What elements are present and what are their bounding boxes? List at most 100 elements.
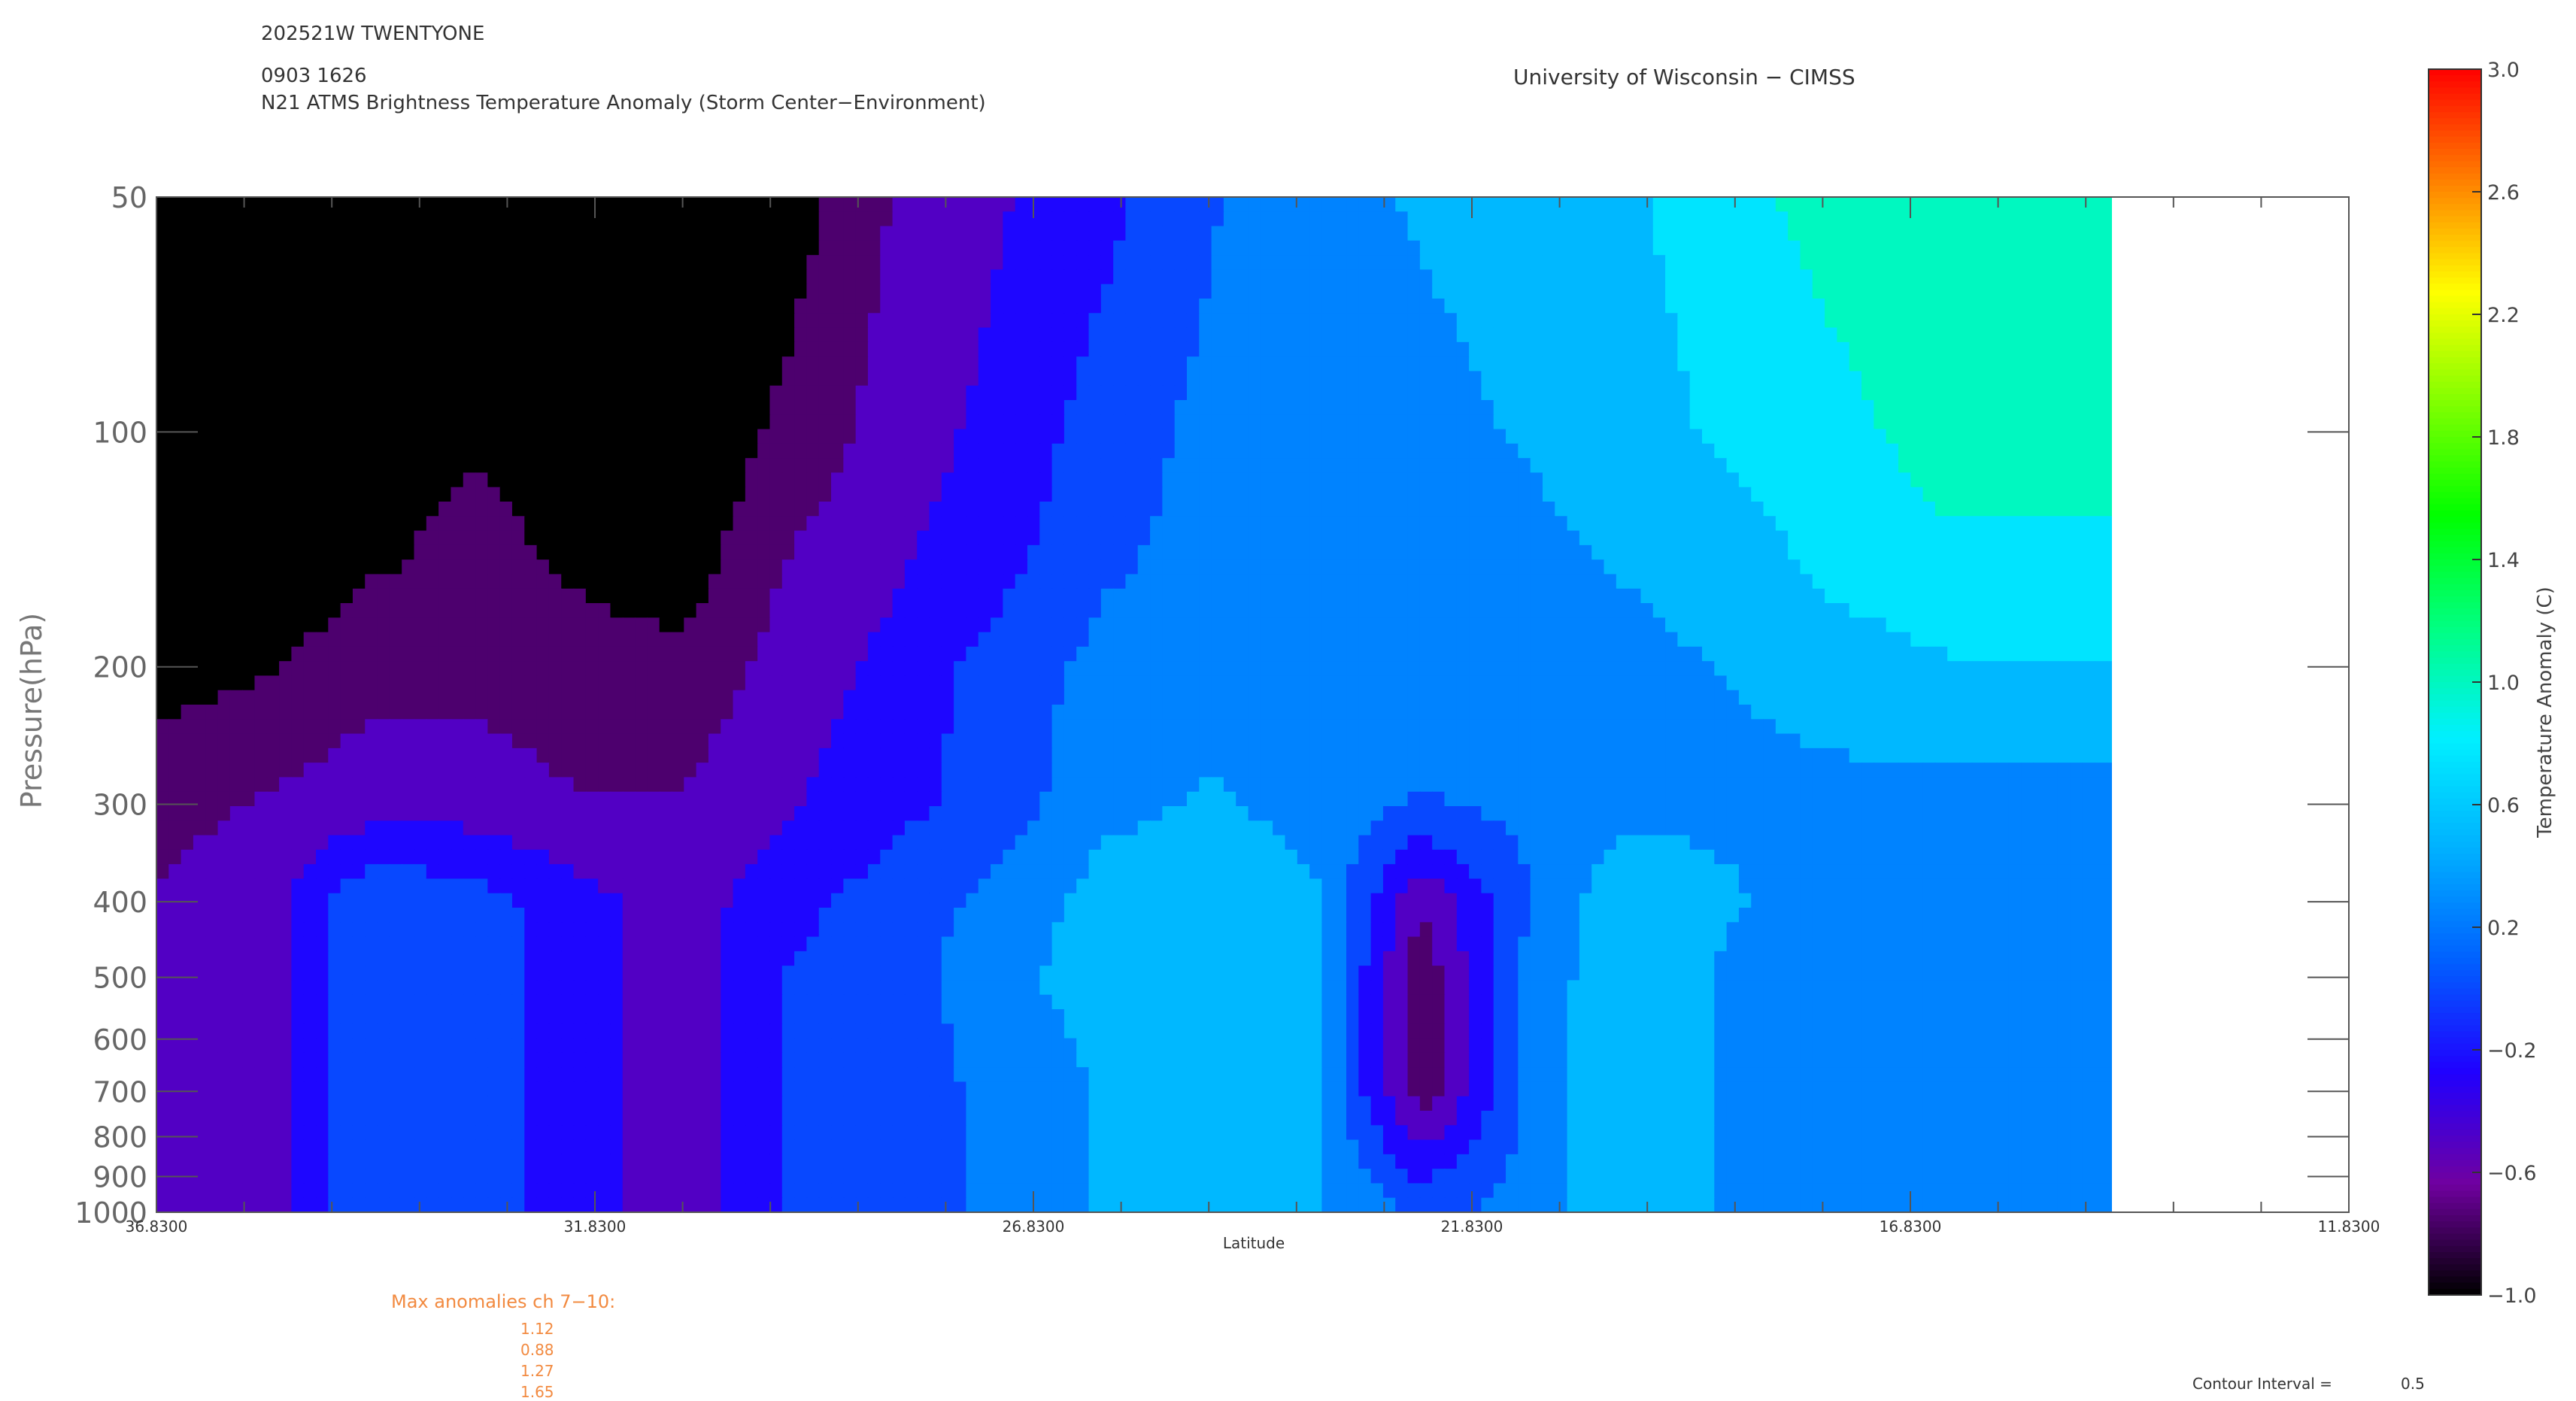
heatmap-cell <box>635 516 648 532</box>
heatmap-cell <box>2033 617 2047 633</box>
heatmap-cell <box>1934 574 1948 590</box>
heatmap-cell <box>1469 617 1482 633</box>
heatmap-cell <box>966 226 979 241</box>
heatmap-cell <box>904 414 918 430</box>
heatmap-cell <box>1812 211 1825 227</box>
heatmap-cell <box>475 574 489 590</box>
heatmap-cell <box>181 487 194 502</box>
heatmap-cell <box>2107 617 2112 633</box>
heatmap-cell <box>635 458 648 474</box>
heatmap-cell <box>463 371 476 387</box>
heatmap-cell <box>733 617 746 633</box>
heatmap-cell <box>1701 313 1716 329</box>
heatmap-cell <box>1199 574 1212 590</box>
heatmap-cell <box>1346 516 1360 532</box>
heatmap-cell <box>1579 327 1592 343</box>
heatmap-cell <box>917 255 930 271</box>
heatmap-cell <box>1591 544 1605 560</box>
heatmap-cell <box>438 646 452 662</box>
heatmap-cell <box>1518 574 1531 590</box>
heatmap-cell <box>1788 313 1801 329</box>
heatmap-cell <box>1812 632 1825 647</box>
heatmap-cell <box>941 284 954 299</box>
heatmap-cell <box>1714 443 1728 459</box>
heatmap-cell <box>156 327 170 343</box>
heatmap-cell <box>1874 299 1887 314</box>
heatmap-cell <box>451 502 464 517</box>
heatmap-cell <box>414 502 427 517</box>
heatmap-cell <box>217 502 231 517</box>
heatmap-cell <box>954 559 967 575</box>
heatmap-cell <box>991 356 1004 372</box>
heatmap-cell <box>1934 299 1948 314</box>
heatmap-cell <box>156 632 170 647</box>
heatmap-cell <box>1996 559 2010 575</box>
heatmap-cell <box>193 617 207 633</box>
heatmap-cell <box>1910 400 1924 416</box>
heatmap-cell <box>659 400 672 416</box>
heatmap-cell <box>978 603 991 619</box>
heatmap-cell <box>340 269 353 285</box>
heatmap-cell <box>1996 516 2010 532</box>
heatmap-cell <box>1113 617 1127 633</box>
heatmap-cell <box>1922 327 1936 343</box>
heatmap-cell <box>2033 516 2047 532</box>
heatmap-cell <box>1162 284 1176 299</box>
heatmap-cell <box>1015 197 1028 213</box>
heatmap-cell <box>1382 574 1397 590</box>
heatmap-cell <box>1886 255 1899 271</box>
heatmap-cell <box>684 299 697 314</box>
heatmap-cell <box>745 255 758 271</box>
heatmap-cell <box>1959 356 1973 372</box>
heatmap-cell <box>1297 472 1310 488</box>
heatmap-cell <box>1726 458 1740 474</box>
heatmap-cell <box>548 385 563 401</box>
heatmap-cell <box>818 443 832 459</box>
heatmap-cell <box>1407 197 1421 213</box>
heatmap-cell <box>389 299 402 314</box>
heatmap-cell <box>1407 429 1421 444</box>
heatmap-cell <box>1444 356 1458 372</box>
heatmap-cell <box>266 603 280 619</box>
heatmap-cell <box>1579 632 1592 647</box>
heatmap-cell <box>1886 487 1899 502</box>
heatmap-cell <box>1444 603 1458 619</box>
heatmap-cell <box>1382 385 1397 401</box>
heatmap-cell <box>1027 588 1041 604</box>
heatmap-cell <box>941 400 954 416</box>
heatmap-cell <box>365 487 378 502</box>
heatmap-cell <box>2021 603 2034 619</box>
heatmap-cell <box>1751 516 1764 532</box>
heatmap-cell <box>2021 559 2034 575</box>
heatmap-cell <box>1186 574 1200 590</box>
heatmap-cell <box>696 284 709 299</box>
heatmap-cell <box>1714 255 1728 271</box>
heatmap-cell <box>1971 371 1985 387</box>
heatmap-cell <box>1677 443 1691 459</box>
heatmap-cell <box>1236 385 1249 401</box>
heatmap-cell <box>647 603 660 619</box>
heatmap-cell <box>954 443 967 459</box>
heatmap-cell <box>1996 544 2010 560</box>
heatmap-cell <box>806 559 820 575</box>
heatmap-cell <box>1015 313 1028 329</box>
heatmap-cell <box>1886 327 1899 343</box>
heatmap-cell <box>1370 284 1384 299</box>
heatmap-cell <box>769 443 783 459</box>
heatmap-cell <box>1186 472 1200 488</box>
heatmap-cell <box>2094 458 2107 474</box>
heatmap-cell <box>511 617 526 633</box>
heatmap-cell <box>1934 472 1948 488</box>
heatmap-cell <box>524 400 538 416</box>
heatmap-cell <box>291 429 305 444</box>
heatmap-cell <box>414 559 427 575</box>
heatmap-cell <box>1665 544 1679 560</box>
heatmap-cell <box>316 617 329 633</box>
heatmap-cell <box>1211 544 1224 560</box>
heatmap-cell <box>414 414 427 430</box>
heatmap-cell <box>831 414 845 430</box>
heatmap-cell <box>499 226 513 241</box>
heatmap-cell <box>1481 617 1494 633</box>
heatmap-cell <box>1260 544 1273 560</box>
heatmap-cell <box>254 559 268 575</box>
